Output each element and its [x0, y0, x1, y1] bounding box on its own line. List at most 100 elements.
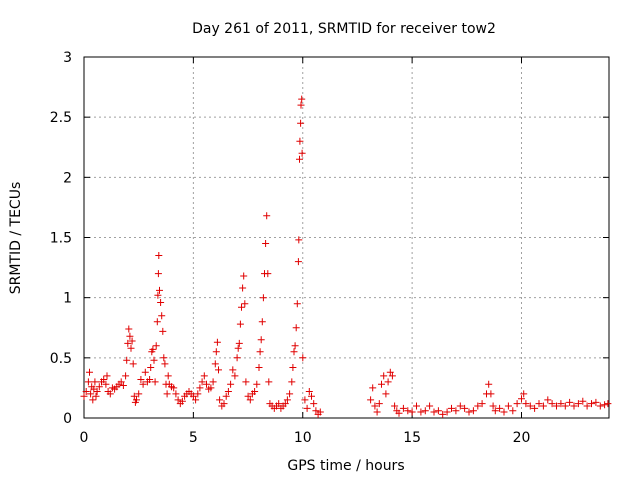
data-point: [395, 409, 403, 417]
data-point: [288, 378, 296, 386]
data-point: [286, 390, 294, 398]
data-point: [305, 388, 313, 395]
data-point: [553, 402, 560, 410]
y-tick-label: 1: [63, 291, 72, 307]
y-tick-label: 0.5: [50, 351, 72, 367]
data-point: [123, 356, 131, 364]
data-point: [375, 400, 383, 408]
data-point: [178, 397, 186, 405]
data-point: [452, 407, 460, 415]
data-point: [125, 325, 133, 333]
data-point: [369, 384, 377, 392]
data-point: [198, 378, 206, 386]
data-point: [170, 384, 178, 392]
data-point: [216, 396, 224, 404]
x-tick-label: 15: [403, 430, 421, 446]
data-point: [209, 378, 217, 386]
data-point: [207, 384, 215, 392]
data-point: [421, 407, 429, 415]
data-point: [275, 400, 283, 408]
y-tick-label: 0: [63, 411, 72, 427]
data-point: [469, 407, 477, 415]
data-point: [561, 402, 569, 410]
data-point: [137, 376, 145, 383]
data-point: [535, 400, 543, 408]
data-point: [80, 392, 88, 400]
data-point: [489, 402, 497, 410]
data-point: [544, 396, 552, 404]
data-point: [87, 390, 95, 398]
data-point: [117, 378, 125, 386]
data-point: [296, 155, 303, 163]
data-point: [139, 380, 147, 388]
data-point: [163, 390, 171, 398]
data-point: [448, 404, 455, 412]
data-point: [127, 344, 135, 352]
axis-ticks: 0 5 10 15 20 0 0.5 1 1.5 2 2.5 3: [50, 50, 609, 446]
data-point: [601, 401, 609, 409]
data-point: [526, 402, 534, 410]
data-point: [522, 400, 530, 408]
data-point: [474, 402, 482, 410]
data-points: [80, 95, 612, 418]
data-point: [200, 372, 208, 380]
data-point: [283, 396, 291, 404]
data-point: [212, 348, 220, 356]
data-point: [189, 392, 197, 400]
data-point: [263, 212, 271, 220]
data-point: [259, 294, 267, 302]
data-point: [234, 344, 242, 352]
data-point: [103, 372, 111, 380]
data-point: [566, 398, 574, 406]
data-point: [161, 360, 169, 368]
data-point: [310, 400, 318, 408]
data-point: [258, 318, 266, 326]
data-point: [583, 402, 591, 410]
data-point: [262, 240, 270, 247]
data-point: [297, 119, 305, 127]
data-point: [155, 252, 163, 259]
data-point: [500, 408, 508, 416]
data-point: [434, 407, 442, 415]
data-point: [100, 376, 108, 383]
data-point: [513, 400, 521, 408]
data-point: [222, 392, 230, 400]
data-point: [485, 380, 493, 388]
data-point: [239, 284, 247, 292]
data-point: [293, 300, 301, 308]
data-point: [292, 324, 300, 332]
data-point: [289, 364, 297, 371]
data-point: [579, 397, 587, 405]
data-point: [531, 404, 539, 412]
data-point: [129, 360, 137, 368]
data-point: [294, 258, 302, 266]
data-point: [298, 95, 306, 103]
data-point: [213, 338, 221, 346]
data-point: [194, 390, 202, 398]
x-tick-label: 20: [513, 430, 531, 446]
data-point: [570, 402, 578, 410]
data-point: [154, 291, 162, 299]
x-tick-label: 5: [189, 430, 198, 446]
data-point: [156, 286, 163, 294]
data-point: [290, 348, 298, 356]
data-point: [297, 101, 305, 109]
data-point: [295, 236, 303, 244]
data-point: [158, 312, 166, 320]
data-point: [238, 303, 245, 311]
data-point: [229, 366, 237, 374]
data-point: [240, 272, 248, 280]
data-point: [135, 390, 143, 398]
data-point: [303, 404, 311, 412]
data-point: [604, 400, 612, 408]
data-point: [164, 372, 172, 380]
data-point: [299, 354, 307, 362]
y-axis-label: SRMTID / TECUs: [8, 182, 24, 295]
y-tick-label: 1.5: [50, 231, 72, 247]
data-point: [504, 402, 512, 410]
data-point: [518, 395, 525, 403]
data-point: [220, 400, 228, 408]
data-point: [89, 396, 97, 404]
data-point: [160, 354, 168, 362]
data-point: [443, 408, 451, 416]
